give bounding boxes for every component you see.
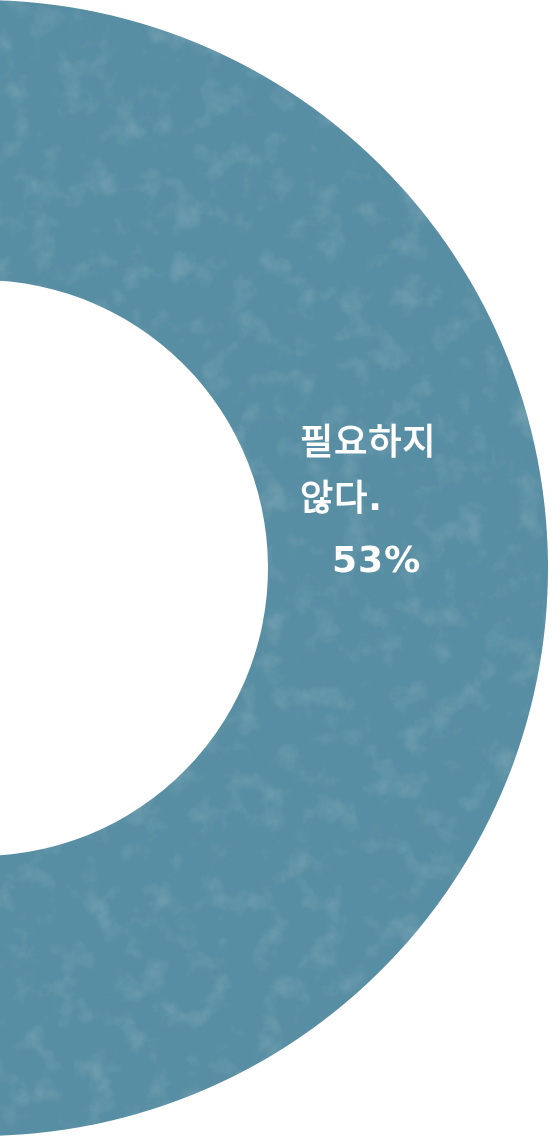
donut-slices (0, 0, 548, 1136)
donut-slice-texture (0, 0, 548, 1136)
slice-label-not-needed: 필요하지 않다. 53% (300, 415, 490, 589)
slice-name-label: 필요하지 않다. (300, 422, 437, 519)
slice-value-label: 53% (332, 540, 422, 581)
